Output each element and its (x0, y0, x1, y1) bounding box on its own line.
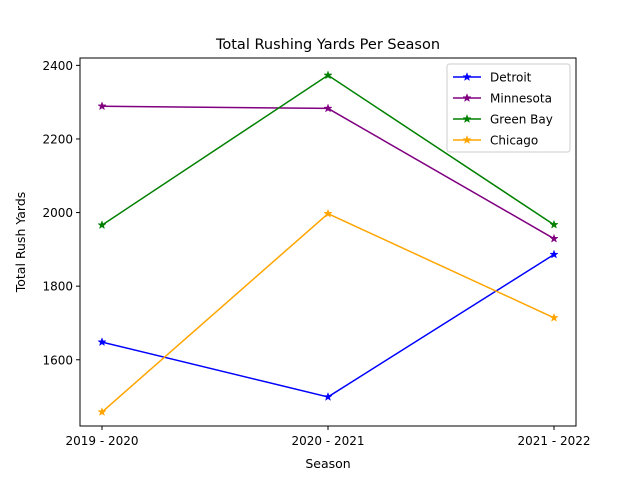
legend-box (446, 63, 571, 153)
data-point-detroit (97, 337, 107, 347)
x-tick-label: 2019 - 2020 (65, 434, 138, 448)
legend-label-detroit: Detroit (490, 71, 532, 85)
data-point-chicago (323, 208, 333, 218)
data-point-green-bay (97, 220, 107, 230)
legend-label-chicago: Chicago (490, 134, 538, 148)
data-point-green-bay (323, 70, 333, 80)
legend-label-minnesota: Minnesota (490, 92, 552, 106)
legend: Detroit Minnesota Green Bay Chicago (446, 63, 571, 153)
data-point-minnesota (97, 101, 107, 111)
chart-title: Total Rushing Yards Per Season (215, 37, 440, 53)
y-tick-label: 2400 (42, 59, 73, 73)
legend-marker-chicago (462, 135, 472, 145)
data-point-chicago (549, 312, 559, 322)
y-tick-label: 2000 (42, 206, 73, 220)
x-axis-label: Season (305, 456, 350, 471)
data-point-minnesota (549, 233, 559, 243)
plot-area: 1600 1800 2000 2200 2400 2019 - 2020 2020 - 20… (42, 57, 591, 448)
data-point-chicago (97, 407, 107, 417)
y-tick-label: 1600 (42, 353, 73, 367)
legend-label-green-bay: Green Bay (490, 113, 553, 127)
x-tick-label: 2020 - 2021 (291, 434, 364, 448)
data-point-minnesota (323, 103, 333, 113)
data-point-green-bay (549, 219, 559, 229)
x-tick-label: 2021 - 2022 (517, 434, 590, 448)
legend-marker-minnesota (462, 93, 472, 103)
legend-marker-detroit (462, 72, 472, 82)
data-point-detroit (323, 391, 333, 401)
y-tick-label: 2200 (42, 132, 73, 146)
y-axis-label: Total Rush Yards (13, 192, 28, 294)
data-point-detroit (549, 249, 559, 259)
y-tick-label: 1800 (42, 280, 73, 294)
legend-marker-green-bay (462, 114, 472, 124)
